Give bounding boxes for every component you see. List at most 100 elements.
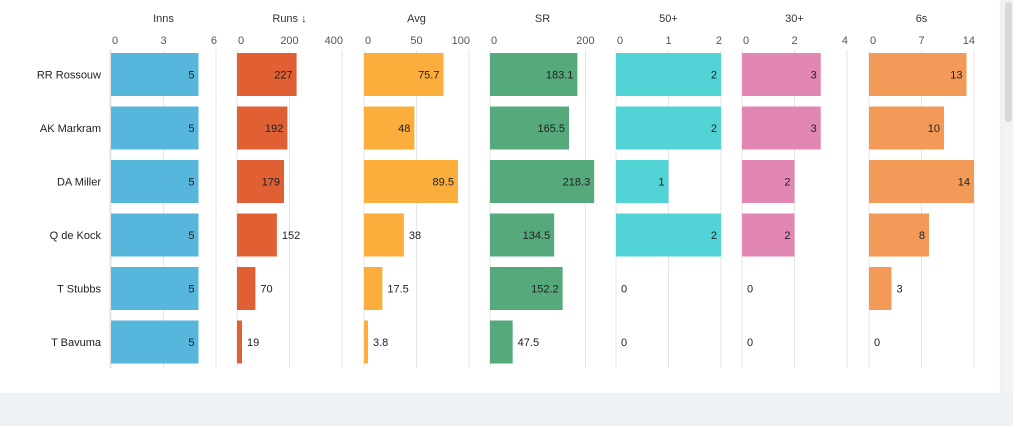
tick-label-sixes: 14 — [963, 35, 975, 47]
column-header-inns: Inns — [153, 13, 174, 25]
value-label-sixes: 8 — [919, 230, 925, 242]
bar-sixes — [869, 106, 944, 150]
value-label-sixes: 10 — [928, 123, 940, 135]
player-label: DA Miller — [57, 177, 101, 189]
player-label: RR Rossouw — [37, 70, 101, 82]
tick-label-runs: 200 — [280, 35, 298, 47]
value-label-runs: 152 — [282, 230, 300, 242]
tick-label-fifties: 1 — [665, 35, 671, 47]
value-label-avg: 3.8 — [373, 337, 388, 349]
bar-inns — [111, 267, 199, 310]
vertical-scrollbar[interactable] — [1004, 0, 1013, 393]
bar-sixes — [869, 213, 929, 257]
bar-fifties — [616, 160, 669, 203]
column-header-sixes: 6s — [916, 13, 928, 25]
bar-sr — [490, 53, 578, 96]
value-label-sixes: 13 — [950, 70, 962, 82]
bar-runs — [237, 320, 242, 364]
value-label-thirties: 0 — [747, 284, 753, 296]
value-label-runs: 179 — [262, 177, 280, 189]
value-label-inns: 5 — [188, 123, 194, 135]
player-stats-chart: RR Rossouw AK Markram DA Miller Q de Kock T … — [37, 13, 975, 368]
player-label: AK Markram — [40, 123, 101, 135]
value-label-fifties: 2 — [711, 230, 717, 242]
value-label-fifties: 1 — [658, 177, 664, 189]
value-label-sr: 218.3 — [563, 177, 591, 189]
tick-label-avg: 50 — [410, 35, 422, 47]
value-label-fifties: 2 — [711, 123, 717, 135]
bar-inns — [111, 320, 199, 364]
scrollbar-thumb[interactable] — [1005, 2, 1012, 122]
bar-inns — [111, 213, 199, 257]
value-label-avg: 48 — [398, 123, 410, 135]
value-label-runs: 70 — [260, 284, 272, 296]
bar-avg — [364, 320, 368, 364]
bar-runs — [237, 106, 288, 150]
value-label-runs: 192 — [265, 123, 283, 135]
value-label-thirties: 3 — [811, 123, 817, 135]
value-label-thirties: 0 — [747, 337, 753, 349]
value-label-inns: 5 — [188, 284, 194, 296]
value-label-sixes: 0 — [874, 337, 880, 349]
bar-runs — [237, 213, 277, 257]
bar-runs — [237, 160, 284, 203]
tick-label-inns: 3 — [160, 35, 166, 47]
player-label: T Stubbs — [57, 284, 101, 296]
bar-inns — [111, 106, 199, 150]
bar-sixes — [869, 267, 892, 310]
bar-fifties — [616, 53, 721, 96]
player-label: T Bavuma — [51, 337, 102, 349]
tick-label-runs: 0 — [238, 35, 244, 47]
bar-avg — [364, 213, 404, 257]
value-label-sr: 47.5 — [518, 337, 539, 349]
value-label-avg: 38 — [409, 230, 421, 242]
bar-avg — [364, 267, 383, 310]
value-label-fifties: 2 — [711, 70, 717, 82]
value-label-fifties: 0 — [621, 337, 627, 349]
chart-panel: RR Rossouw AK Markram DA Miller Q de Kock T … — [0, 0, 1000, 393]
value-label-sr: 165.5 — [537, 123, 565, 135]
tick-label-sr: 200 — [576, 35, 594, 47]
bar-runs — [237, 53, 297, 96]
bar-sixes — [869, 160, 974, 203]
bar-fifties — [616, 106, 721, 150]
value-label-inns: 5 — [188, 177, 194, 189]
bar-sixes — [869, 53, 967, 96]
tick-label-runs: 400 — [325, 35, 343, 47]
bar-runs — [237, 267, 256, 310]
value-label-sr: 152.2 — [531, 284, 559, 296]
value-label-sr: 134.5 — [523, 230, 551, 242]
bar-inns — [111, 53, 199, 96]
bar-sr — [490, 213, 555, 257]
player-label: Q de Kock — [50, 230, 102, 242]
column-header-thirties: 30+ — [785, 13, 804, 25]
tick-label-sixes: 7 — [918, 35, 924, 47]
column-header-fifties: 50+ — [659, 13, 678, 25]
bar-sr — [490, 106, 569, 150]
tick-label-avg: 100 — [452, 35, 470, 47]
bar-avg — [364, 106, 415, 150]
value-label-thirties: 2 — [784, 230, 790, 242]
bar-sr — [490, 320, 513, 364]
bar-thirties — [742, 53, 821, 96]
tick-label-avg: 0 — [365, 35, 371, 47]
value-label-thirties: 2 — [784, 177, 790, 189]
value-label-avg: 75.7 — [418, 70, 439, 82]
tick-label-thirties: 2 — [791, 35, 797, 47]
column-header-runs: Runs ↓ — [272, 13, 306, 25]
value-label-inns: 5 — [188, 337, 194, 349]
value-label-thirties: 3 — [811, 70, 817, 82]
bar-inns — [111, 160, 199, 203]
tick-label-fifties: 0 — [617, 35, 623, 47]
value-label-inns: 5 — [188, 230, 194, 242]
tick-label-fifties: 2 — [716, 35, 722, 47]
bar-sr — [490, 160, 595, 203]
bar-thirties — [742, 106, 821, 150]
bar-avg — [364, 53, 444, 96]
bar-thirties — [742, 160, 795, 203]
value-label-sixes: 3 — [897, 284, 903, 296]
value-label-fifties: 0 — [621, 284, 627, 296]
tick-label-thirties: 0 — [743, 35, 749, 47]
column-header-avg: Avg — [407, 13, 426, 25]
value-label-sixes: 14 — [958, 177, 970, 189]
